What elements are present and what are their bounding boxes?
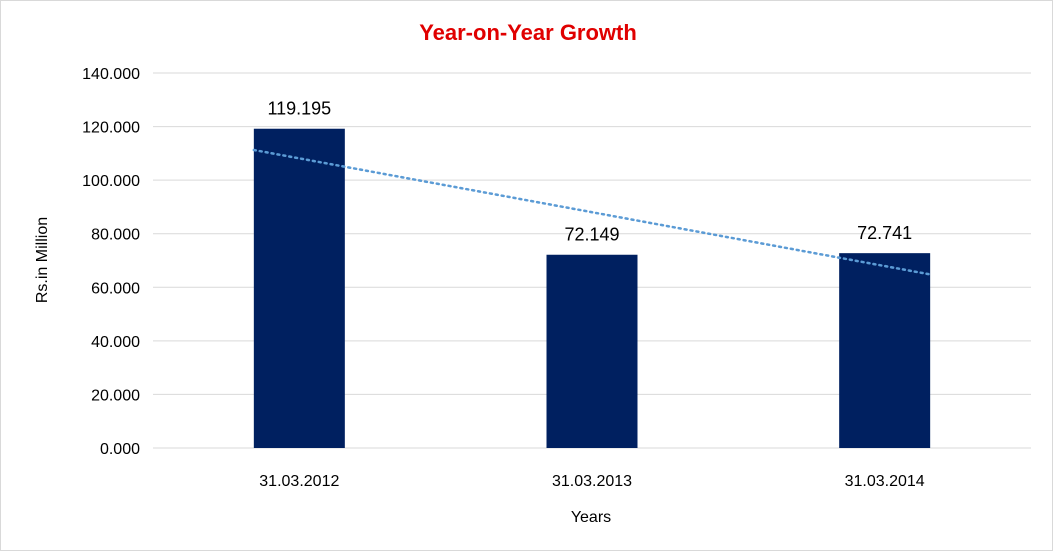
y-tick-label: 100.000 bbox=[82, 173, 140, 190]
y-tick-label: 20.000 bbox=[91, 387, 140, 404]
x-axis-ticks: 31.03.2012 31.03.2013 31.03.2014 bbox=[259, 473, 925, 490]
y-axis-ticks: 0.000 20.000 40.000 60.000 80.000 100.000 120.… bbox=[82, 66, 140, 458]
y-tick-label: 140.000 bbox=[82, 66, 140, 83]
bar bbox=[839, 253, 931, 448]
trendline bbox=[252, 148, 932, 276]
y-tick-label: 60.000 bbox=[91, 280, 140, 297]
y-tick-label: 0.000 bbox=[100, 441, 140, 458]
bars bbox=[253, 128, 931, 449]
trendline-group bbox=[252, 148, 932, 276]
bar bbox=[546, 254, 638, 448]
data-label: 72.741 bbox=[857, 223, 912, 243]
data-label: 72.149 bbox=[564, 225, 619, 245]
x-tick-label: 31.03.2013 bbox=[552, 473, 632, 490]
data-label: 119.195 bbox=[267, 99, 331, 119]
y-axis-label: Rs.in Million bbox=[34, 217, 51, 303]
y-tick-label: 120.000 bbox=[82, 120, 140, 137]
y-tick-label: 80.000 bbox=[91, 227, 140, 244]
x-tick-label: 31.03.2012 bbox=[259, 473, 339, 490]
chart-title: Year-on-Year Growth bbox=[419, 20, 637, 45]
y-tick-label: 40.000 bbox=[91, 334, 140, 351]
bar bbox=[253, 128, 345, 449]
data-labels: 119.195 72.149 72.741 bbox=[267, 99, 912, 245]
x-tick-label: 31.03.2014 bbox=[845, 473, 925, 490]
x-axis-label: Years bbox=[571, 509, 611, 526]
